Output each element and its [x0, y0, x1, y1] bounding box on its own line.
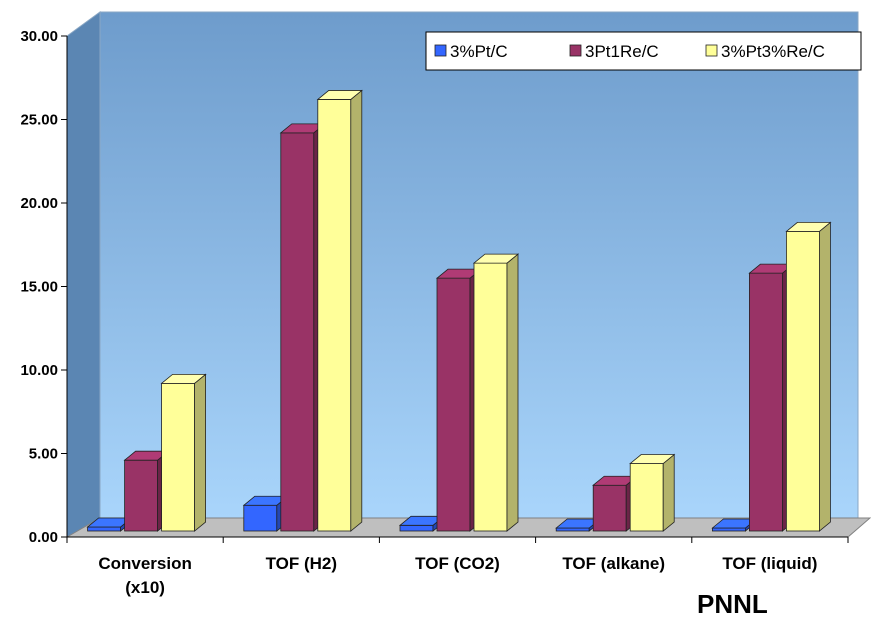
- x-tick-label: Conversion: [98, 554, 192, 573]
- bar-top: [472, 253, 520, 264]
- x-tick-label: (x10): [125, 578, 165, 597]
- bar-top: [316, 90, 363, 100]
- legend-swatch: [705, 44, 718, 57]
- bar-front: [161, 382, 196, 532]
- bar-front: [243, 504, 278, 532]
- bar-front: [786, 230, 820, 532]
- bar-front: [436, 277, 471, 532]
- x-tick-label: TOF (alkane): [562, 554, 665, 573]
- bar-front: [399, 524, 434, 532]
- legend-label: 3%Pt3%Re/C: [721, 42, 825, 61]
- bar: [472, 253, 520, 532]
- bar: [316, 89, 363, 532]
- bar: [785, 221, 832, 532]
- legend-label: 3%Pt/C: [450, 42, 508, 61]
- bar-front: [629, 463, 664, 532]
- bar-front: [473, 262, 508, 532]
- legend-swatch: [569, 44, 582, 57]
- bar-top: [629, 454, 676, 464]
- bar-front: [555, 527, 590, 532]
- bar-side: [662, 453, 675, 532]
- y-tick-label: 5.00: [29, 446, 58, 463]
- y-tick-label: 20.00: [20, 195, 58, 212]
- bar-front: [317, 99, 352, 532]
- legend-swatch: [434, 44, 447, 57]
- y-tick-label: 10.00: [20, 362, 58, 379]
- brand-label: PNNL: [697, 589, 768, 619]
- x-tick-label: TOF (H2): [266, 554, 337, 573]
- y-tick-labels: 0.00 5.00 10.00 15.00 20.00 25.00 30.00: [20, 28, 67, 546]
- bars: [86, 89, 832, 532]
- bar-top: [785, 221, 832, 232]
- bar-side: [194, 373, 207, 532]
- bar-front: [124, 459, 158, 532]
- x-tick-labels: Conversion (x10) TOF (H2) TOF (CO2) TOF (alk…: [66, 537, 849, 597]
- y-tick-label: 15.00: [20, 279, 58, 296]
- bar: [160, 373, 207, 532]
- bar-front: [280, 132, 315, 532]
- bar-front: [749, 272, 783, 532]
- bar-top: [160, 373, 207, 384]
- y-tick-label: 0.00: [29, 529, 58, 546]
- x-tick-label: TOF (liquid): [722, 554, 817, 573]
- y-tick-label: 25.00: [20, 112, 58, 129]
- chart-side-wall: [66, 11, 101, 538]
- legend: 3%Pt/C 3Pt1Re/C 3%Pt3%Re/C: [425, 31, 862, 71]
- bar-front: [712, 527, 746, 532]
- y-tick-label: 30.00: [20, 28, 58, 45]
- legend-label: 3Pt1Re/C: [585, 42, 659, 61]
- bar: [629, 453, 676, 532]
- x-tick-label: TOF (CO2): [415, 554, 500, 573]
- bar-side: [819, 221, 831, 532]
- bar-side: [506, 253, 519, 532]
- bar-front: [592, 484, 627, 532]
- bar-side: [350, 89, 363, 532]
- bar: [592, 475, 639, 532]
- bar-front: [87, 526, 121, 532]
- legend-box: [425, 31, 862, 71]
